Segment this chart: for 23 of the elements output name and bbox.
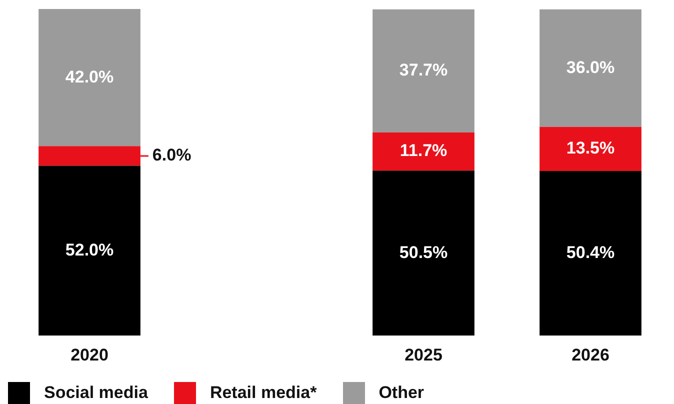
data-label: 6.0% <box>152 146 192 165</box>
data-label: 50.4% <box>566 242 615 262</box>
legend-label: Other <box>378 383 424 403</box>
bar <box>540 170 642 336</box>
bar <box>540 126 642 171</box>
bar <box>372 9 474 132</box>
x-tick-label: 2026 <box>572 345 610 364</box>
data-label: 36.0% <box>566 58 615 77</box>
data-label: 50.5% <box>399 242 448 262</box>
bar <box>372 170 474 336</box>
bar <box>38 9 140 146</box>
bar <box>38 166 140 336</box>
data-label: 37.7% <box>399 60 448 80</box>
data-label: 13.5% <box>566 138 615 158</box>
data-label: 11.7% <box>400 141 448 160</box>
x-tick-label: 2025 <box>404 345 442 364</box>
data-label: 52.0% <box>65 240 114 260</box>
data-label: 42.0% <box>65 67 114 86</box>
x-tick-label: 2020 <box>70 345 108 364</box>
bar <box>372 132 474 171</box>
bar <box>540 9 642 127</box>
legend-label: Social media <box>44 383 148 403</box>
legend-label: Retail media* <box>210 383 317 403</box>
